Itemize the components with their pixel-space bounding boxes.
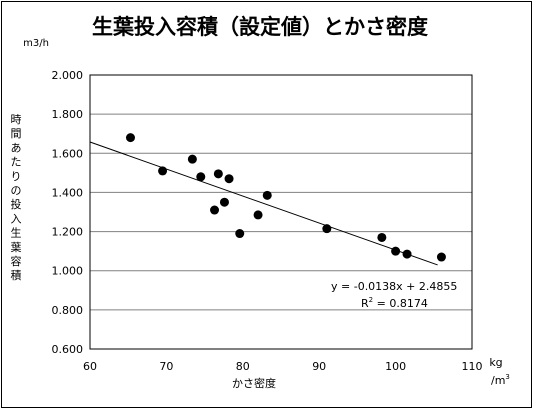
grid-lines <box>90 113 472 311</box>
y-axis-label-char: あ <box>11 141 22 154</box>
data-point <box>262 190 272 200</box>
y-tick-labels: 0.600 0.800 1.000 1.200 1.400 1.600 1.800 2.000 <box>52 69 84 356</box>
plot-area <box>89 74 473 350</box>
y-tick-label: 1.000 <box>52 265 84 278</box>
data-point <box>219 197 229 207</box>
y-tick-label: 1.600 <box>52 147 84 160</box>
x-tick-label: 70 <box>159 360 173 373</box>
y-axis-label-char: 積 <box>11 268 22 282</box>
x-unit-top: kg <box>489 356 502 369</box>
data-point <box>210 205 220 215</box>
x-tick-label: 80 <box>236 360 250 373</box>
data-point <box>187 154 197 164</box>
data-point <box>253 210 263 220</box>
y-tick-label: 0.600 <box>52 343 84 356</box>
y-tick-label: 1.400 <box>52 186 84 199</box>
x-tick-labels: 60 70 80 90 100 110 <box>83 360 483 373</box>
x-tick-label: 90 <box>312 360 326 373</box>
y-axis-label-char: り <box>11 170 22 183</box>
y-axis-label-char: の <box>11 184 22 197</box>
chart-title: 生葉投入容積（設定値）とかさ密度 <box>92 15 428 39</box>
r-squared-value: = 0.8174 <box>373 297 428 310</box>
y-axis-label-char: 入 <box>11 212 22 225</box>
x-unit-bottom: /m3 <box>491 373 510 387</box>
trend-equation: y = -0.0138x + 2.4855 <box>331 280 457 293</box>
data-point <box>158 166 168 176</box>
x-tick-label: 110 <box>462 360 483 373</box>
x-tick-label: 100 <box>385 360 406 373</box>
data-point <box>196 172 206 182</box>
data-point <box>402 249 412 259</box>
data-point <box>235 229 245 239</box>
y-axis-label-char: 容 <box>11 254 22 268</box>
r-squared-superscript: 2 <box>369 296 373 304</box>
data-point <box>377 232 387 242</box>
x-unit-superscript: 3 <box>505 373 509 381</box>
data-point <box>322 224 332 234</box>
data-point <box>125 133 135 143</box>
y-unit-label: m3/h <box>23 38 49 49</box>
data-point <box>213 169 223 179</box>
trendline <box>89 141 438 266</box>
x-unit-bottom-text: /m <box>491 374 505 387</box>
r-squared: R2 = 0.8174 <box>361 296 428 310</box>
y-tick-label: 1.200 <box>52 226 84 239</box>
y-axis-label: 時間あたりの投入生葉容積 <box>11 113 22 282</box>
data-point <box>391 246 401 256</box>
x-axis-label: かさ密度 <box>232 376 276 390</box>
y-axis-label-char: 生 <box>11 226 22 240</box>
y-axis-label-char: 葉 <box>11 240 22 254</box>
data-points <box>125 133 446 262</box>
y-axis-label-char: 投 <box>11 197 22 211</box>
x-tick-label: 60 <box>83 360 97 373</box>
data-point <box>224 174 234 184</box>
y-axis-label-char: 時 <box>11 113 22 126</box>
y-tick-label: 2.000 <box>52 69 84 82</box>
y-tick-label: 1.800 <box>52 108 84 121</box>
data-point <box>436 252 446 262</box>
y-axis-label-char: た <box>11 156 22 169</box>
r-squared-prefix: R <box>361 297 369 310</box>
y-axis-label-char: 間 <box>11 127 22 140</box>
y-tick-label: 0.800 <box>52 304 84 317</box>
